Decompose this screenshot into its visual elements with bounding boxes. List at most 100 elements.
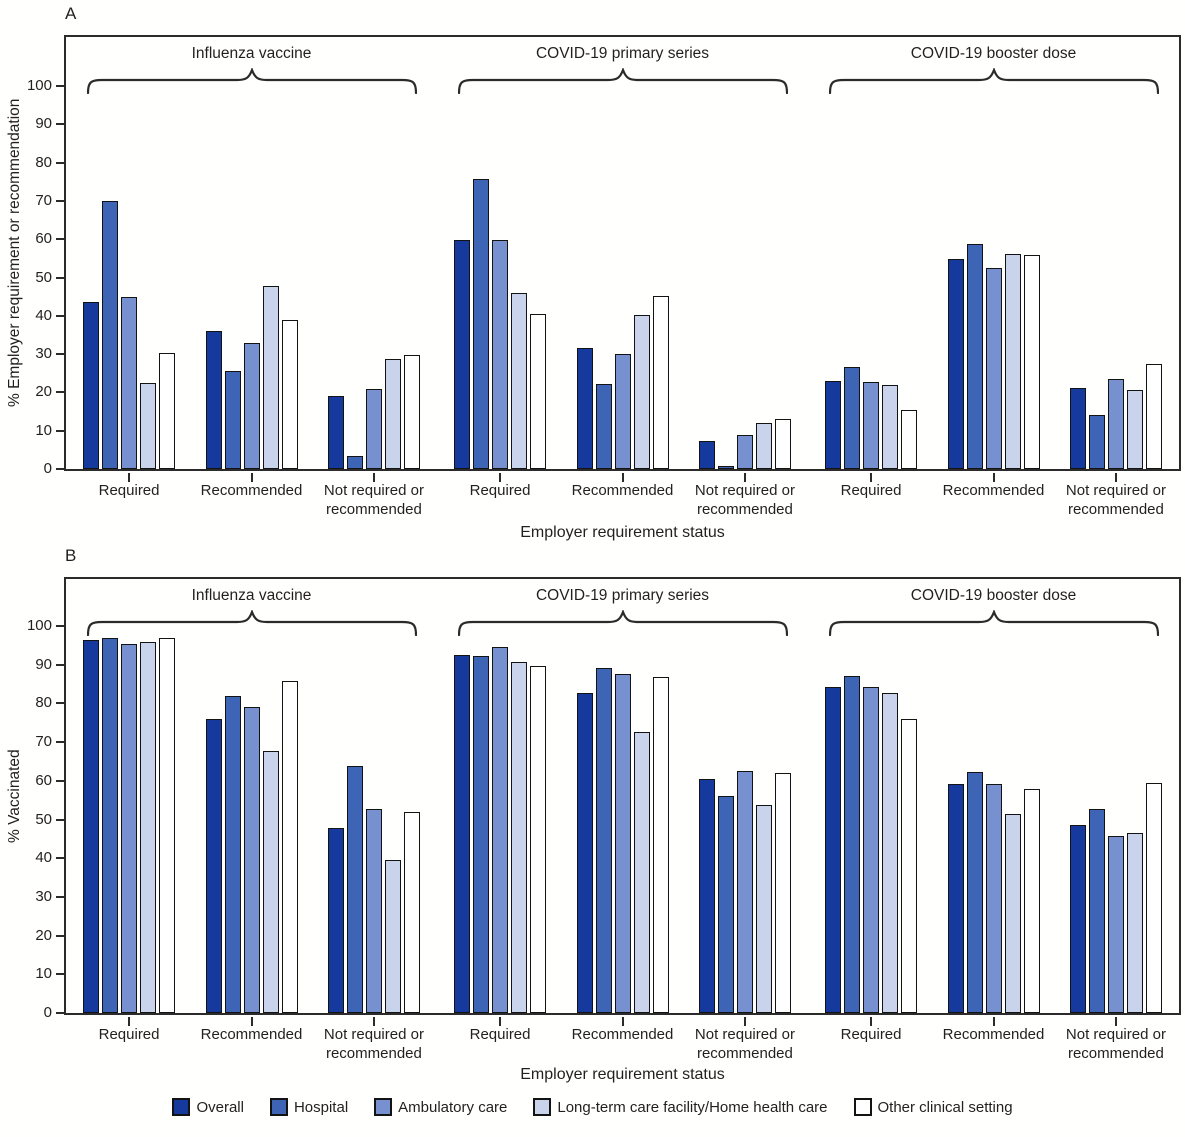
vaccine-group-covid-19-booster-dose: Required Recommended Not required or recom… [808,626,1179,1062]
bar-hospital [473,178,490,469]
y-tick-label: 0 [43,460,52,477]
bar-long-term-care-facility-home-health-care [262,285,279,469]
y-tick [56,353,64,356]
legend-label: Overall [196,1098,244,1116]
x-category-label: Not required or recommended [694,1026,795,1062]
bar-ambulatory-care [1107,836,1124,1013]
bar-other-clinical-setting [159,638,176,1013]
vaccine-group-influenza-vaccine: Required Recommended Not required or recom… [66,86,437,518]
bar-other-clinical-setting [901,409,918,469]
bar-overall [1069,387,1086,469]
bar-long-term-care-facility-home-health-care [1004,253,1021,469]
y-tick-label: 50 [35,268,52,286]
bar-overall [825,380,842,469]
bar-other-clinical-setting [403,354,420,469]
panel-a-y-axis-title: % Employer requirement or recommendation [6,98,23,408]
bar-overall [698,779,715,1013]
y-tick [56,468,64,470]
x-category-label: Recommended [200,482,303,499]
x-tick [250,1017,253,1026]
ambulatory-care-swatch-icon [374,1098,393,1116]
x-tick [128,1017,131,1026]
bar-long-term-care-facility-home-health-care [140,641,157,1013]
bar-ambulatory-care [365,388,382,469]
bar-other-clinical-setting [1023,789,1040,1013]
bar-long-term-care-facility-home-health-care [755,422,772,469]
group-brace-icon [457,68,788,94]
bar-other-clinical-setting [159,352,176,469]
vaccine-group-title: Influenza vaccine [191,587,312,604]
bar-other-clinical-setting [281,320,298,469]
bar-ambulatory-care [614,673,631,1013]
x-category-label: Recommended [942,482,1045,499]
y-tick [56,85,64,87]
x-category-label: Not required or recommended [323,1026,424,1062]
y-tick [56,123,64,126]
bar-overall [947,783,964,1013]
bar-ambulatory-care [492,646,509,1013]
panel-b-y-axis-title: % Vaccinated [6,749,23,843]
bar-overall [698,440,715,469]
bar-other-clinical-setting [1145,783,1162,1013]
bar-overall [327,828,344,1013]
bar-ambulatory-care [492,239,509,469]
y-tick-label: 30 [35,345,52,363]
category-group-recommended: Recommended [201,681,302,1043]
vaccine-group-title: COVID-19 primary series [535,587,710,604]
bar-ambulatory-care [736,771,753,1013]
y-tick [56,161,64,164]
y-tick [56,702,64,705]
panel-b-label: B [65,546,77,565]
bar-ambulatory-care [1107,379,1124,469]
category-group-recommended: Recommended [201,285,302,499]
bar-overall [327,396,344,469]
x-category-label: Recommended [942,1026,1045,1043]
bar-hospital [346,766,363,1013]
bar-ambulatory-care [121,296,138,469]
group-brace-icon [457,610,788,636]
panel-b-bars-region: 0 10 20 30 40 50 60 70 80 90 100 Required Recommende… [27,617,1179,1062]
bar-hospital [224,695,241,1013]
vaccine-group-title: COVID-19 booster dose [910,45,1077,62]
bar-hospital [346,455,363,469]
y-tick-label: 70 [35,191,52,209]
legend-label: Other clinical setting [877,1098,1013,1116]
x-tick [1114,473,1117,482]
x-category-label: Not required or recommended [694,482,795,518]
x-tick [743,473,746,482]
category-group-recommended: Recommended [572,295,673,499]
bar-ambulatory-care [985,783,1002,1013]
category-group-not-required-or-recommended: Not required or recommended [695,418,795,518]
category-group-not-required-or-recommended: Not required or recommended [1066,783,1166,1062]
bar-long-term-care-facility-home-health-care [882,384,899,469]
x-tick [372,1017,375,1026]
y-tick-label: 20 [35,383,52,401]
y-tick-label: 10 [35,965,52,983]
y-tick [56,314,64,317]
bar-long-term-care-facility-home-health-care [384,358,401,469]
x-tick [992,1017,995,1026]
category-group-recommended: Recommended [572,668,673,1043]
bar-other-clinical-setting [530,665,547,1013]
bar-hospital [595,668,612,1013]
bar-other-clinical-setting [1023,254,1040,469]
x-tick [621,473,624,482]
category-group-required: Required [83,638,176,1043]
y-tick [56,895,64,898]
y-tick [56,391,64,394]
bar-hospital [102,638,119,1013]
overall-swatch-icon [172,1098,191,1116]
vaccine-group-header-covid-19-booster-dose: COVID-19 booster dose [808,37,1179,95]
bar-ambulatory-care [121,644,138,1013]
bar-overall [825,686,842,1013]
category-group-required: Required [825,367,918,499]
bar-hospital [717,795,734,1013]
panel-b-plot: 0 10 20 30 40 50 60 70 80 90 100 Required Recommende… [27,577,1181,1062]
category-group-not-required-or-recommended: Not required or recommended [1066,363,1166,518]
y-tick-label: 70 [35,733,52,751]
x-tick [992,473,995,482]
y-tick [56,973,64,976]
x-tick [1114,1017,1117,1026]
bar-other-clinical-setting [403,812,420,1013]
x-category-label: Not required or recommended [1065,482,1166,518]
